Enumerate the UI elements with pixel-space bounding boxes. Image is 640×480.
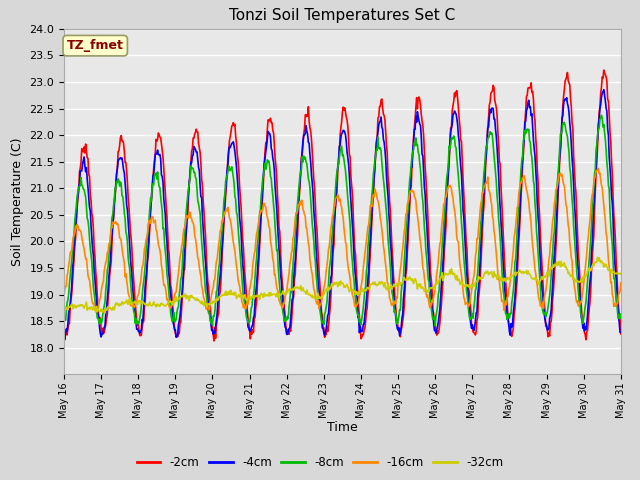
- Text: TZ_fmet: TZ_fmet: [67, 39, 124, 52]
- Y-axis label: Soil Temperature (C): Soil Temperature (C): [11, 137, 24, 266]
- Legend: -2cm, -4cm, -8cm, -16cm, -32cm: -2cm, -4cm, -8cm, -16cm, -32cm: [132, 452, 508, 474]
- X-axis label: Time: Time: [327, 420, 358, 434]
- Title: Tonzi Soil Temperatures Set C: Tonzi Soil Temperatures Set C: [229, 9, 456, 24]
